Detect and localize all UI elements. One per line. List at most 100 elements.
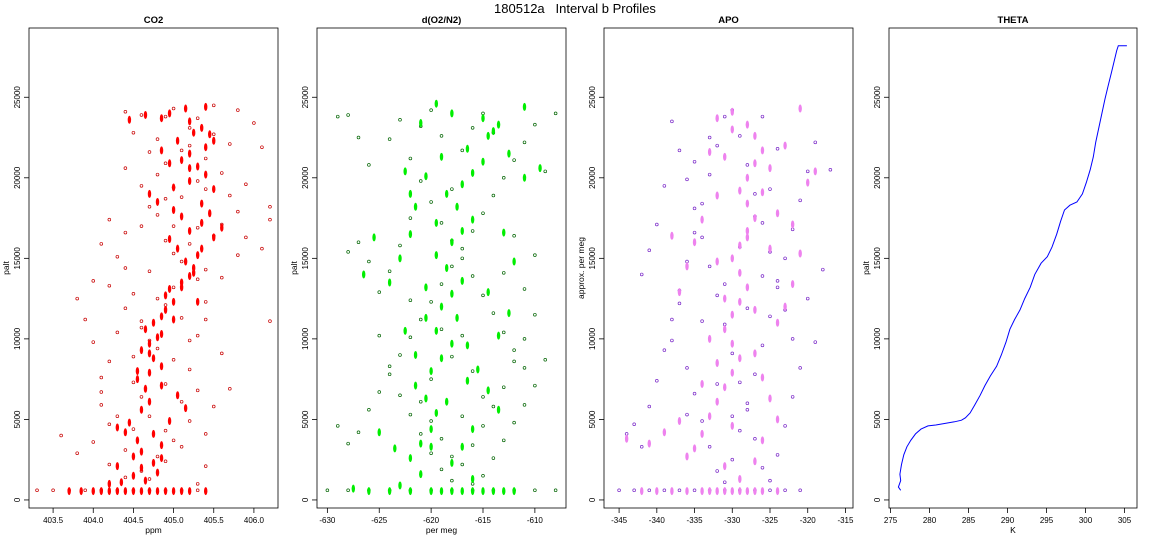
data-point xyxy=(195,179,200,183)
data-point xyxy=(356,135,361,140)
data-point xyxy=(700,429,704,438)
data-point xyxy=(163,305,168,314)
data-point xyxy=(387,372,392,377)
data-point xyxy=(143,110,148,119)
data-point xyxy=(228,387,232,391)
data-point xyxy=(662,348,667,352)
data-point xyxy=(783,488,787,493)
data-point xyxy=(439,436,444,441)
data-point xyxy=(512,348,516,352)
data-point xyxy=(502,385,506,389)
data-point xyxy=(753,192,757,196)
y-tick-label: 10000 xyxy=(588,327,597,350)
data-point xyxy=(692,391,697,396)
data-point xyxy=(155,137,160,141)
data-point xyxy=(460,276,464,285)
data-point xyxy=(356,430,361,435)
data-point xyxy=(730,125,734,134)
data-point xyxy=(59,433,63,438)
data-point xyxy=(775,415,780,424)
data-point xyxy=(730,368,734,377)
data-point xyxy=(212,185,216,194)
data-point xyxy=(408,298,413,302)
y-tick-label: 10000 xyxy=(301,327,310,350)
data-point xyxy=(131,452,136,461)
data-point xyxy=(361,270,366,279)
data-point xyxy=(199,218,204,227)
data-point xyxy=(783,424,787,428)
data-point xyxy=(398,118,402,122)
data-point xyxy=(753,457,757,466)
data-point xyxy=(424,283,428,292)
data-point xyxy=(450,458,454,467)
data-point xyxy=(738,268,742,277)
data-point xyxy=(481,487,485,496)
data-point xyxy=(220,171,224,175)
data-point xyxy=(707,334,712,343)
data-point xyxy=(745,401,750,406)
data-point xyxy=(439,467,444,472)
data-point xyxy=(179,399,184,404)
data-point xyxy=(147,414,152,418)
data-point xyxy=(507,149,511,158)
data-point xyxy=(470,487,475,496)
data-point xyxy=(123,266,128,270)
data-point xyxy=(346,441,350,446)
data-point xyxy=(476,365,480,374)
data-point xyxy=(236,209,240,214)
data-point xyxy=(753,372,757,377)
y-tick-label: 20000 xyxy=(588,166,597,189)
data-point xyxy=(424,172,428,181)
data-point xyxy=(775,147,780,151)
y-tick-label: 25000 xyxy=(13,86,22,109)
data-point xyxy=(179,487,184,496)
data-point xyxy=(738,186,742,195)
data-point xyxy=(730,107,734,116)
y-tick-label: 20000 xyxy=(301,166,310,189)
x-tick-label: -615 xyxy=(475,516,492,525)
data-point xyxy=(403,326,407,335)
data-point xyxy=(670,487,674,496)
data-point xyxy=(187,226,192,235)
data-point xyxy=(496,120,501,129)
data-point xyxy=(139,184,144,188)
data-point xyxy=(203,432,208,436)
data-point xyxy=(670,119,674,124)
data-point xyxy=(775,285,780,290)
y-tick-label: 25000 xyxy=(301,86,310,109)
data-point xyxy=(143,384,148,393)
data-point xyxy=(465,341,470,350)
y-tick-label: 25000 xyxy=(873,86,882,109)
data-point xyxy=(155,197,160,206)
data-point xyxy=(760,343,765,348)
data-point xyxy=(212,136,216,145)
chart-title: APO xyxy=(718,15,739,26)
data-point xyxy=(163,291,168,300)
data-point xyxy=(99,375,104,380)
data-point xyxy=(131,427,136,431)
data-point xyxy=(115,423,120,432)
chart-do2n2: d(O2/N2) -630 -625 -620 -615 -610 0 5000 10000 15… xyxy=(289,15,567,535)
data-point xyxy=(167,417,172,426)
y-axis-label: palt xyxy=(289,261,299,275)
x-tick-label: 285 xyxy=(962,516,976,525)
data-point xyxy=(408,216,413,220)
data-point xyxy=(685,487,689,496)
data-point xyxy=(179,156,184,165)
y-tick-label: 0 xyxy=(588,497,597,502)
data-point xyxy=(533,383,537,388)
data-point xyxy=(413,350,418,359)
data-point xyxy=(167,235,172,244)
data-point xyxy=(203,267,208,272)
data-point xyxy=(107,359,112,364)
data-point xyxy=(336,114,340,119)
data-point xyxy=(171,206,176,215)
data-point xyxy=(753,436,757,441)
data-point xyxy=(465,144,470,153)
data-point xyxy=(187,164,192,173)
data-point xyxy=(35,488,39,493)
data-point xyxy=(470,215,475,224)
data-point xyxy=(662,184,667,188)
data-point xyxy=(195,482,200,486)
data-point xyxy=(745,487,750,496)
